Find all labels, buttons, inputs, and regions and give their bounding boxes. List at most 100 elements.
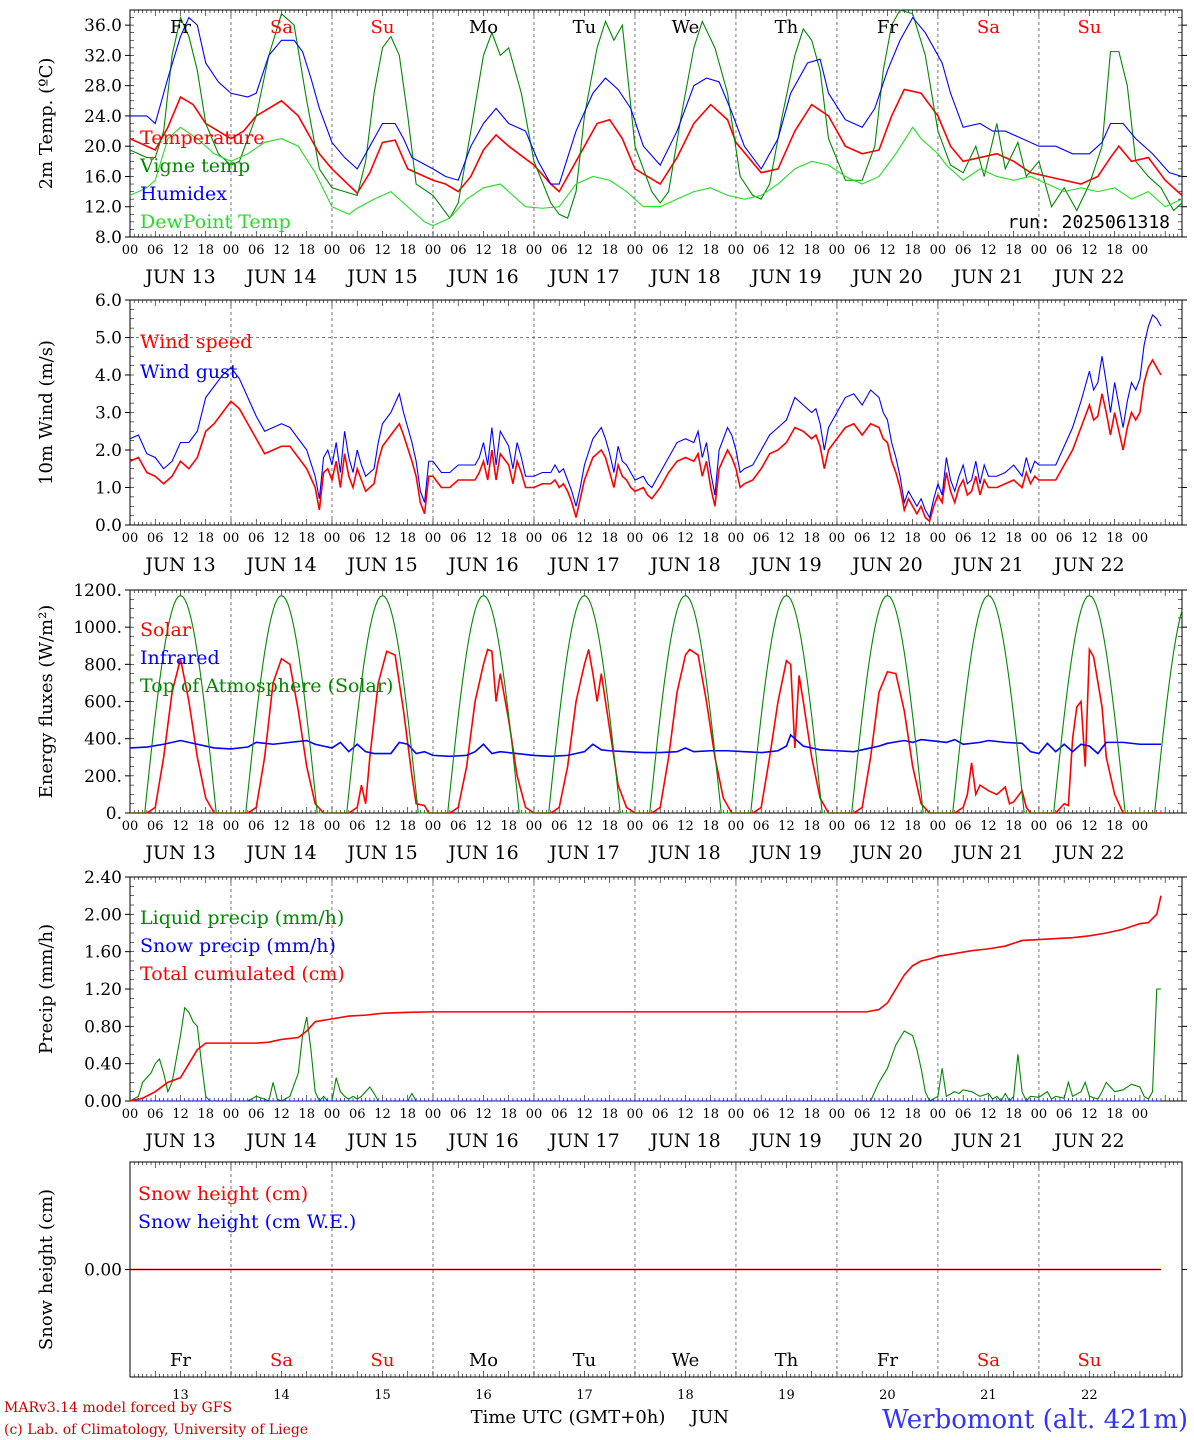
day-abbr: Sa: [977, 1350, 1000, 1371]
hour-tick-label: 18: [500, 531, 517, 546]
y-tick-label: 200.: [84, 767, 122, 787]
hour-tick-label: 12: [980, 819, 997, 834]
hour-tick-label: 12: [778, 243, 795, 258]
date-label: JUN 19: [749, 842, 821, 864]
day-number: 19: [778, 1388, 795, 1403]
hour-tick-label: 18: [1005, 243, 1022, 258]
hour-tick-label: 18: [803, 243, 820, 258]
hour-tick-label: 06: [349, 819, 366, 834]
date-label: JUN 20: [850, 266, 922, 288]
hour-tick-label: 12: [980, 531, 997, 546]
hour-tick-label: 12: [475, 819, 492, 834]
series-line-wind-speed: [129, 358, 1162, 523]
day-number: 22: [1081, 1388, 1098, 1403]
hour-tick-label: 00: [728, 531, 745, 546]
hour-tick-label: 00: [829, 243, 846, 258]
y-tick-label: 0.40: [84, 1055, 122, 1075]
date-label: JUN 18: [648, 842, 720, 864]
hour-tick-label: 12: [778, 819, 795, 834]
hour-tick-label: 00: [526, 1107, 543, 1122]
hour-tick-label: 12: [879, 531, 896, 546]
hour-tick-label: 18: [601, 1107, 618, 1122]
y-tick-label: 2.0: [95, 441, 122, 461]
hour-tick-label: 00: [223, 243, 240, 258]
y-tick-label: 1.0: [95, 479, 122, 499]
y-tick-label: 0.00: [84, 1092, 122, 1112]
series-line-temperature: [129, 88, 1183, 196]
hour-tick-label: 00: [223, 531, 240, 546]
hour-tick-label: 06: [147, 1107, 164, 1122]
date-label: JUN 13: [143, 842, 215, 864]
legend-entry: Snow height (cm W.E.): [138, 1211, 356, 1233]
date-label: JUN 22: [1052, 266, 1124, 288]
date-label: JUN 22: [1052, 1130, 1124, 1152]
date-label: JUN 18: [648, 1130, 720, 1152]
hour-tick-label: 18: [702, 819, 719, 834]
hour-tick-label: 06: [349, 1107, 366, 1122]
hour-tick-label: 06: [854, 1107, 871, 1122]
hour-tick-label: 06: [1056, 1107, 1073, 1122]
hour-tick-label: 06: [147, 531, 164, 546]
day-abbr: Sa: [977, 17, 1000, 38]
y-tick-label: 0.00: [84, 1261, 122, 1281]
hour-tick-label: 12: [374, 531, 391, 546]
hour-tick-label: 00: [1132, 819, 1149, 834]
y-tick-label: 1200.: [73, 581, 122, 601]
legend-entry: Wind speed: [140, 331, 252, 353]
hour-tick-label: 18: [1106, 1107, 1123, 1122]
hour-tick-label: 00: [526, 819, 543, 834]
hour-tick-label: 00: [324, 531, 341, 546]
hour-tick-label: 00: [425, 819, 442, 834]
day-abbr: We: [672, 17, 700, 38]
hour-tick-label: 12: [1081, 1107, 1098, 1122]
day-abbr: Su: [1077, 17, 1101, 38]
date-label: JUN 22: [1052, 554, 1124, 576]
date-label: JUN 21: [951, 266, 1023, 288]
hour-tick-label: 12: [576, 819, 593, 834]
hour-tick-label: 12: [1081, 531, 1098, 546]
date-label: JUN 19: [749, 1130, 821, 1152]
hour-tick-label: 00: [526, 243, 543, 258]
y-tick-label: 1.60: [84, 943, 122, 963]
hour-tick-label: 06: [349, 531, 366, 546]
series-line-solar: [130, 646, 1161, 814]
hour-tick-label: 18: [399, 819, 416, 834]
hour-tick-label: 12: [576, 243, 593, 258]
hour-tick-label: 06: [147, 243, 164, 258]
y-tick-label: 0.0: [95, 516, 122, 536]
hour-tick-label: 06: [450, 1107, 467, 1122]
hour-tick-label: 18: [1005, 531, 1022, 546]
hour-tick-label: 00: [728, 243, 745, 258]
hour-tick-label: 06: [551, 1107, 568, 1122]
day-number: 18: [677, 1388, 694, 1403]
hour-tick-label: 18: [298, 243, 315, 258]
hour-tick-label: 00: [122, 819, 139, 834]
hour-tick-label: 18: [399, 243, 416, 258]
y-tick-label: 2.40: [84, 868, 122, 888]
hour-tick-label: 12: [273, 243, 290, 258]
date-label: JUN 15: [345, 1130, 417, 1152]
hour-tick-label: 00: [1031, 819, 1048, 834]
hour-tick-label: 06: [854, 243, 871, 258]
hour-tick-label: 06: [753, 531, 770, 546]
hour-tick-label: 00: [1031, 531, 1048, 546]
hour-tick-label: 00: [324, 243, 341, 258]
hour-tick-label: 12: [778, 531, 795, 546]
date-label: JUN 16: [446, 554, 518, 576]
series-line-liquid-precip-mm-h-: [129, 988, 1161, 1102]
hour-tick-label: 12: [374, 1107, 391, 1122]
hour-tick-label: 18: [1106, 531, 1123, 546]
hour-tick-label: 00: [728, 819, 745, 834]
y-tick-label: 36.0: [84, 16, 122, 36]
y-tick-label: 12.0: [84, 198, 122, 218]
location-label: Werbomont (alt. 421m): [882, 1405, 1188, 1435]
hour-tick-label: 12: [778, 1107, 795, 1122]
hour-tick-label: 12: [677, 1107, 694, 1122]
y-tick-label: 0.80: [84, 1017, 122, 1037]
hour-tick-label: 18: [197, 531, 214, 546]
hour-tick-label: 06: [955, 531, 972, 546]
hour-tick-label: 06: [1056, 531, 1073, 546]
day-abbr: Th: [775, 1350, 799, 1371]
date-label: JUN 20: [850, 842, 922, 864]
